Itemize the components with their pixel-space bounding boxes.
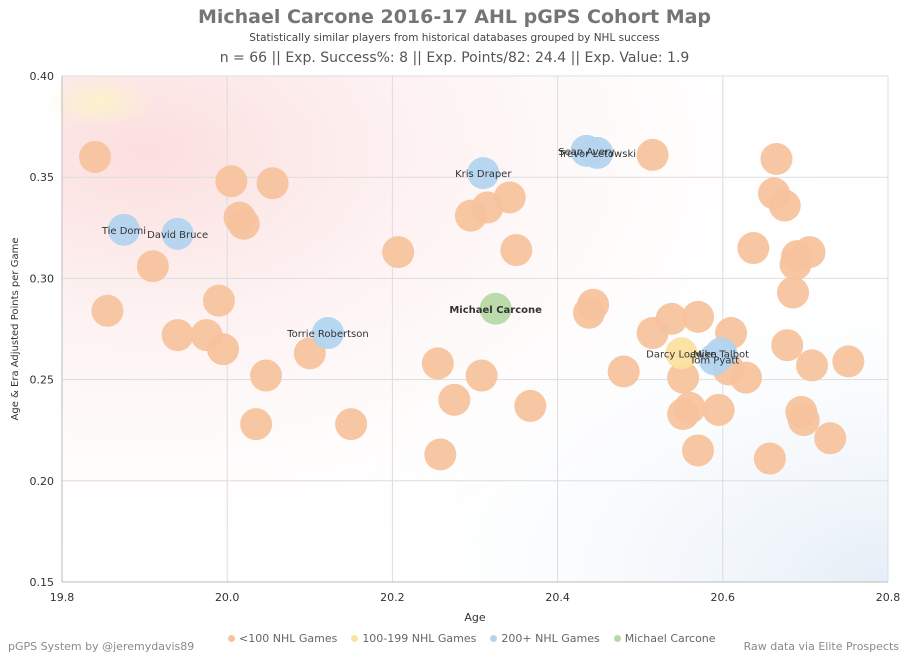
data-point	[673, 391, 706, 424]
data-point	[577, 288, 610, 321]
point-label: Mike Talbot	[693, 349, 749, 360]
data-point	[793, 236, 826, 269]
data-point	[760, 142, 793, 175]
y-tick-label: 0.20	[30, 475, 55, 488]
footer-source: Raw data via Elite Prospects	[743, 640, 899, 653]
data-point	[682, 300, 715, 333]
y-tick-label: 0.35	[30, 171, 55, 184]
point-label: Michael Carcone	[449, 305, 542, 316]
data-point	[207, 333, 240, 366]
data-point	[467, 157, 500, 190]
data-point	[832, 345, 865, 378]
chart-stats-line: n = 66 || Exp. Success%: 8 || Exp. Point…	[219, 50, 690, 66]
data-point	[771, 329, 804, 362]
data-point	[655, 302, 688, 335]
point-label: Kris Draper	[455, 169, 512, 180]
data-point	[705, 337, 738, 370]
y-tick-label: 0.15	[30, 576, 55, 589]
chart-title: Michael Carcone 2016-17 AHL pGPS Cohort …	[197, 6, 712, 28]
y-axis-title: Age & Era Adjusted Points per Game	[10, 238, 21, 421]
data-point	[250, 359, 283, 392]
data-point	[667, 361, 700, 394]
data-point	[787, 404, 820, 437]
data-point	[479, 292, 512, 325]
footer-credit: pGPS System by @jeremydavis89	[8, 640, 195, 653]
data-point	[514, 389, 547, 422]
legend-label: Michael Carcone	[624, 632, 716, 645]
x-axis-title: Age	[464, 611, 486, 624]
axes: 19.8 20.0 20.2 20.4 20.6 20.8 0.15 0.20 0.25 0.30…	[10, 70, 900, 624]
point-labels: Tie Domi David Bruce Torrie Robertson Kris …	[101, 147, 749, 366]
point-label: Sean Avery	[558, 147, 615, 158]
data-point	[465, 359, 498, 392]
plot-shade-yellow	[45, 76, 155, 128]
legend-dot-200plus	[490, 635, 498, 642]
data-point	[768, 189, 801, 222]
data-point	[161, 319, 194, 352]
data-point	[682, 434, 715, 467]
chart-subtitle: Statistically similar players from histo…	[249, 32, 660, 44]
y-tick-label: 0.25	[30, 374, 55, 387]
data-point	[107, 213, 140, 246]
x-tick-label: 20.0	[215, 591, 240, 604]
data-point	[335, 408, 368, 441]
legend-item-subject: Michael Carcone	[613, 632, 716, 645]
data-point	[581, 136, 614, 169]
y-tick-label: 0.30	[30, 272, 55, 285]
point-label: Darcy Loewen	[646, 349, 717, 360]
legend-label: 100-199 NHL Games	[362, 632, 477, 645]
data-point	[438, 383, 471, 416]
data-point	[202, 284, 235, 317]
legend-dot-subject	[613, 635, 621, 642]
x-tick-label: 20.2	[380, 591, 405, 604]
legend-dot-lt100	[228, 635, 235, 642]
data-point	[729, 361, 762, 394]
data-point	[240, 408, 273, 441]
data-point	[227, 207, 260, 240]
legend-item-200plus: 200+ NHL Games	[490, 632, 600, 645]
legend-dot-100-199	[351, 635, 359, 642]
data-point	[421, 347, 454, 380]
legend-label: 200+ NHL Games	[501, 632, 600, 645]
x-tick-label: 20.6	[711, 591, 736, 604]
data-point	[79, 140, 112, 173]
data-point	[136, 250, 169, 283]
data-point	[753, 442, 786, 475]
data-points	[79, 134, 865, 475]
data-point	[636, 138, 669, 171]
x-tick-label: 20.4	[545, 591, 570, 604]
data-point	[796, 349, 829, 382]
data-point	[814, 422, 847, 455]
point-label: Tom Pyatt	[689, 355, 739, 366]
data-point	[607, 355, 640, 388]
data-point	[91, 294, 124, 327]
data-point	[702, 393, 735, 426]
point-label: Trevor Letowski	[557, 149, 636, 160]
legend-label: <100 NHL Games	[239, 632, 338, 645]
point-label: David Bruce	[147, 230, 208, 241]
data-point	[500, 234, 533, 267]
point-label: Torrie Robertson	[286, 329, 369, 340]
data-point	[665, 337, 698, 370]
legend-item-100-199: 100-199 NHL Games	[351, 632, 476, 645]
legend-item-lt100: <100 NHL Games	[228, 632, 337, 645]
point-label: Tie Domi	[101, 226, 146, 237]
data-point	[382, 236, 415, 269]
data-point	[256, 167, 289, 200]
y-tick-label: 0.40	[30, 70, 55, 83]
x-tick-label: 19.8	[50, 591, 75, 604]
x-tick-label: 20.8	[876, 591, 901, 604]
data-point	[493, 181, 526, 214]
data-point	[311, 317, 344, 350]
data-point	[777, 276, 810, 309]
data-point	[737, 232, 770, 265]
legend: <100 NHL Games 100-199 NHL Games 200+ NH…	[228, 632, 716, 645]
data-point	[215, 165, 248, 198]
data-point	[161, 217, 194, 250]
data-point	[424, 438, 457, 471]
